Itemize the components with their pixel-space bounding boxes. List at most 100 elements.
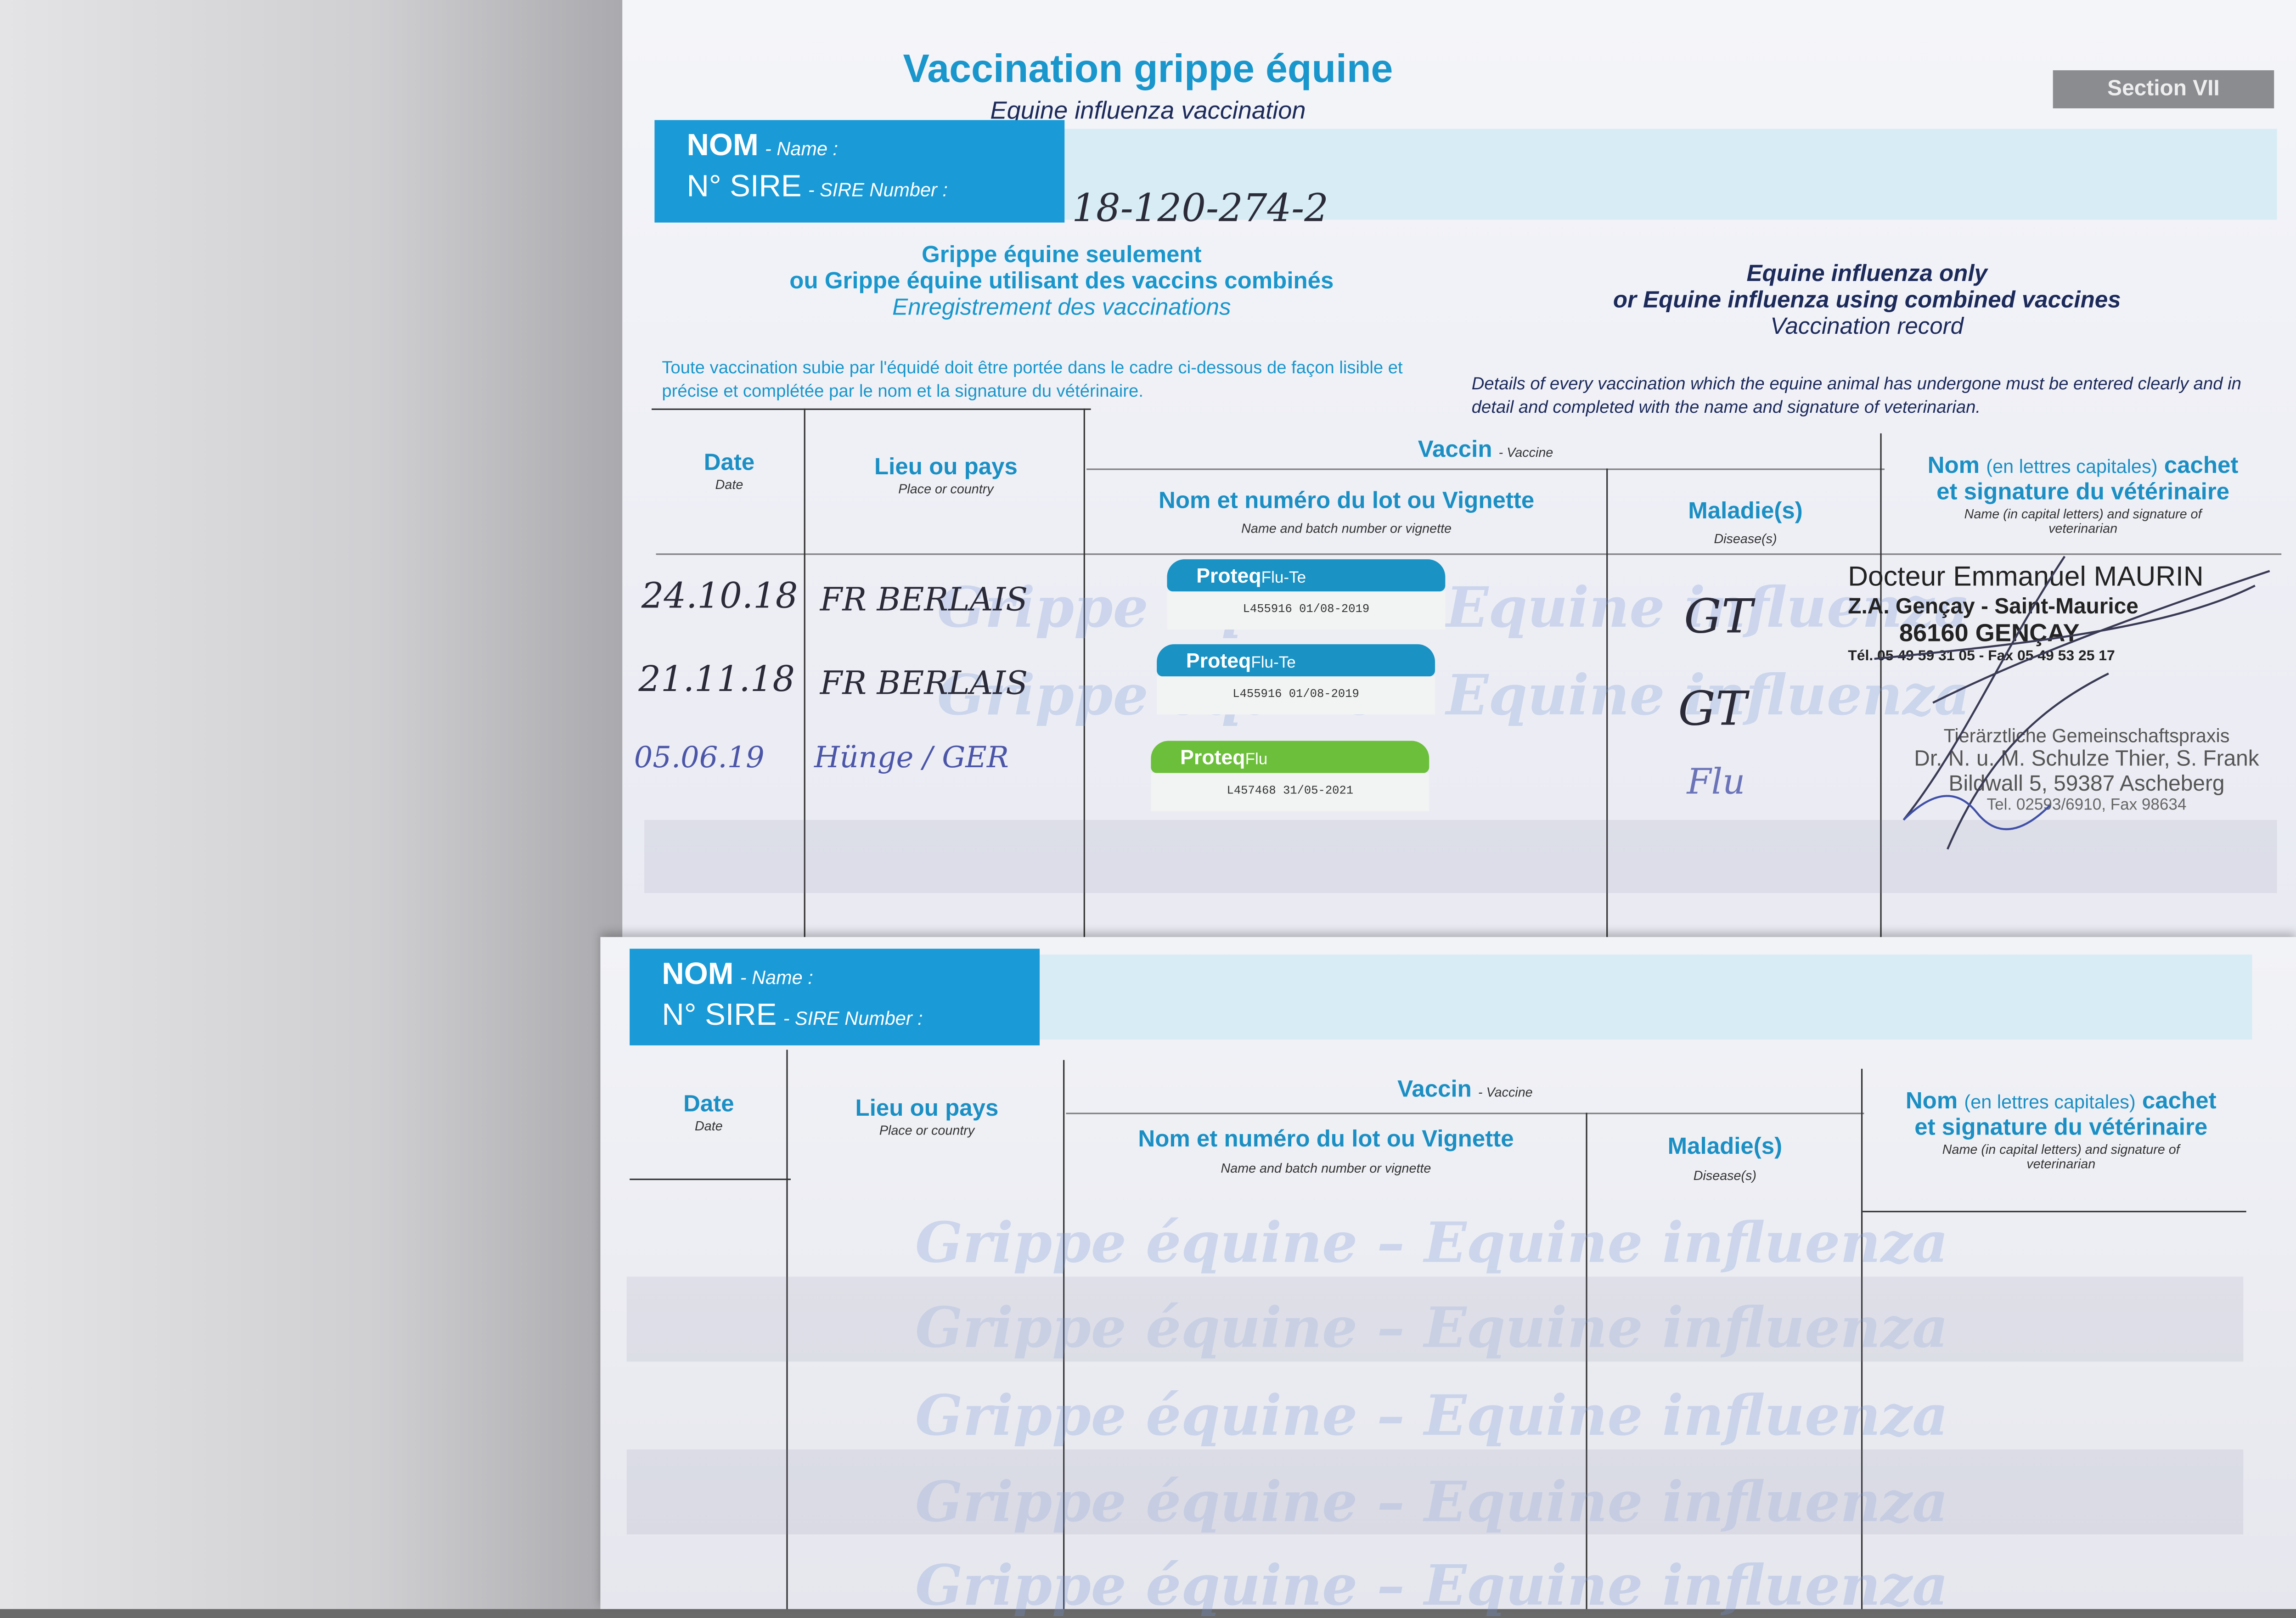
column-divider [1606,468,1608,966]
column-divider [1880,433,1882,966]
header-date-label: Date [683,1092,734,1118]
identity-band [1064,129,2277,220]
sticker-brand: Proteq [1186,648,1251,672]
column-divider [1083,408,1085,966]
watermark-band [626,1449,2244,1534]
nom-label-en: - Name : [765,137,838,160]
watermark: Grippe équine – Equine influenza [915,1552,1948,1618]
scanner-background [0,0,630,1609]
intro-en-line2: or Equine influenza using combined vacci… [1613,288,2121,314]
instructions-fr: Toute vaccination subie par l'équidé doi… [662,357,1403,401]
header-batch: Nom et numéro du lot ou Vignette Name and… [1086,489,1606,536]
header-vet-en: Name (in capital letters) and signature … [1942,1142,2180,1172]
column-divider [786,1050,788,1609]
stamp-fr-line3: 86160 GENÇAY [1899,619,2080,647]
intro-french: Grippe équine seulement ou Grippe équine… [688,243,1435,322]
stamp-fr-line1: Docteur Emmanuel MAURIN [1848,562,2204,593]
header-date-label: Date [703,451,755,476]
header-vet-c: cachet [2164,454,2239,479]
row2-place: FR BERLAIS [820,666,1028,703]
intro-en-line1: Equine influenza only [1746,262,1987,287]
column-divider [1586,1112,1587,1609]
sire-label: N° SIRE [662,998,777,1033]
header-place-label: Lieu ou pays [855,1096,999,1122]
column-divider [804,408,805,966]
header-place-en: Place or country [879,1123,975,1138]
header-place: Lieu ou pays Place or country [805,455,1086,496]
sticker-batch: L455916 01/08-2019 [1157,676,1435,715]
header-vet-en: Name (in capital letters) and signature … [1964,506,2202,536]
header-batch-label: Nom et numéro du lot ou Vignette [1158,489,1535,514]
sticker-product: Flu-Te [1261,569,1306,587]
sire-label-en: - SIRE Number : [783,1007,923,1029]
sire-label: N° SIRE [687,169,802,204]
identity-box-2: NOM - Name : N° SIRE - SIRE Number : [630,949,1040,1045]
header-vet-2: Nom (en lettres capitales) cachet et sig… [1867,1089,2255,1171]
stamp-de-line2: Dr. N. u. M. Schulze Thier, S. Frank [1914,747,2259,772]
header-vaccine: Vaccin - Vaccine [1086,438,1885,464]
page-bottom [600,937,2296,1609]
stamp-de-line4: Tel. 02593/6910, Fax 98634 [1986,796,2187,814]
nom-label-en: - Name : [740,966,813,989]
header-place-en: Place or country [898,482,994,497]
header-batch-2: Nom et numéro du lot ou Vignette Name and… [1066,1127,1586,1175]
header-disease-label: Maladie(s) [1667,1135,1783,1160]
header-vaccine-label: Vaccin [1397,1077,1472,1103]
header-vet-c: cachet [2142,1089,2217,1114]
sticker-batch: L455916 01/08-2019 [1167,591,1446,630]
header-vet-a: Nom [1905,1089,1958,1114]
header-date: Date Date [656,451,803,492]
header-disease: Maladie(s) Disease(s) [1608,499,1883,546]
instructions-en: Details of every vaccination which the e… [1471,373,2241,417]
header-disease-en: Disease(s) [1693,1168,1756,1183]
watermark-band [626,1276,2244,1362]
intro-english: Equine influenza only or Equine influenz… [1494,262,2240,341]
intro-fr-line1: Grippe équine seulement [922,243,1202,268]
watermark: Grippe équine – Equine influenza [915,1209,1948,1275]
intro-fr-line3: Enregistrement des vaccinations [892,296,1231,321]
rule [656,553,2282,555]
header-vet-a: Nom [1927,454,1980,479]
stamp-de-line1: Tierärztliche Gemeinschaftspraxis [1943,725,2230,747]
row3-disease: Flu [1687,761,1745,803]
sticker-brand: Proteq [1196,563,1261,587]
page-title: Vaccination grippe équine [903,47,1393,91]
header-disease-label: Maladie(s) [1688,499,1803,524]
vet-stamp-germany: Tierärztliche Gemeinschaftspraxis Dr. N.… [1903,725,2269,814]
header-vet: Nom (en lettres capitales) cachet et sig… [1889,454,2277,536]
intro-fr-line2: ou Grippe équine utilisant des vaccins c… [789,269,1334,294]
identity-band-2 [1040,955,2252,1040]
header-date-2: Date Date [634,1092,783,1133]
header-vet-d: et signature du vétérinaire [1914,1115,2208,1141]
header-vaccine-label: Vaccin [1418,438,1492,463]
row1-place: FR BERLAIS [820,583,1028,619]
watermark: Grippe équine – Equine influenza [937,574,1970,640]
header-date-en: Date [715,477,743,492]
column-divider [1063,1060,1065,1609]
rule [630,1178,791,1180]
header-date-en: Date [695,1118,723,1134]
sticker-batch: L457468 31/05-2021 [1151,773,1429,811]
row2-date: 21.11.18 [638,658,795,700]
nom-label: NOM [687,129,759,163]
watermark: Grippe équine – Equine influenza [937,662,1970,728]
stamp-fr-line2: Z.A. Gençay - Saint-Maurice [1848,594,2138,619]
header-disease-en: Disease(s) [1714,531,1777,546]
header-place-2: Lieu ou pays Place or country [788,1096,1066,1137]
identity-box: NOM - Name : N° SIRE - SIRE Number : [654,120,1065,223]
header-vet-b: (en lettres capitales) [1964,1090,2136,1113]
row1-date: 24.10.18 [641,575,798,617]
vaccine-sticker: ProteqFlu-Te L455916 01/08-2019 [1167,559,1446,632]
nom-label: NOM [662,957,734,991]
header-vaccine-2: Vaccin - Vaccine [1066,1078,1864,1104]
rule [1066,1112,1864,1114]
sticker-product: Flu-Te [1251,654,1296,672]
watermark: Grippe équine – Equine influenza [915,1382,1948,1448]
header-vet-b: (en lettres capitales) [1986,455,2158,478]
watermark: Grippe équine – Equine influenza [915,1468,1948,1534]
vet-signature [1874,556,2270,850]
header-place-label: Lieu ou pays [874,455,1018,480]
watermark: Grippe équine – Equine influenza [915,1294,1948,1360]
header-disease-2: Maladie(s) Disease(s) [1587,1135,1863,1183]
row3-date: 05.06.19 [634,739,765,775]
